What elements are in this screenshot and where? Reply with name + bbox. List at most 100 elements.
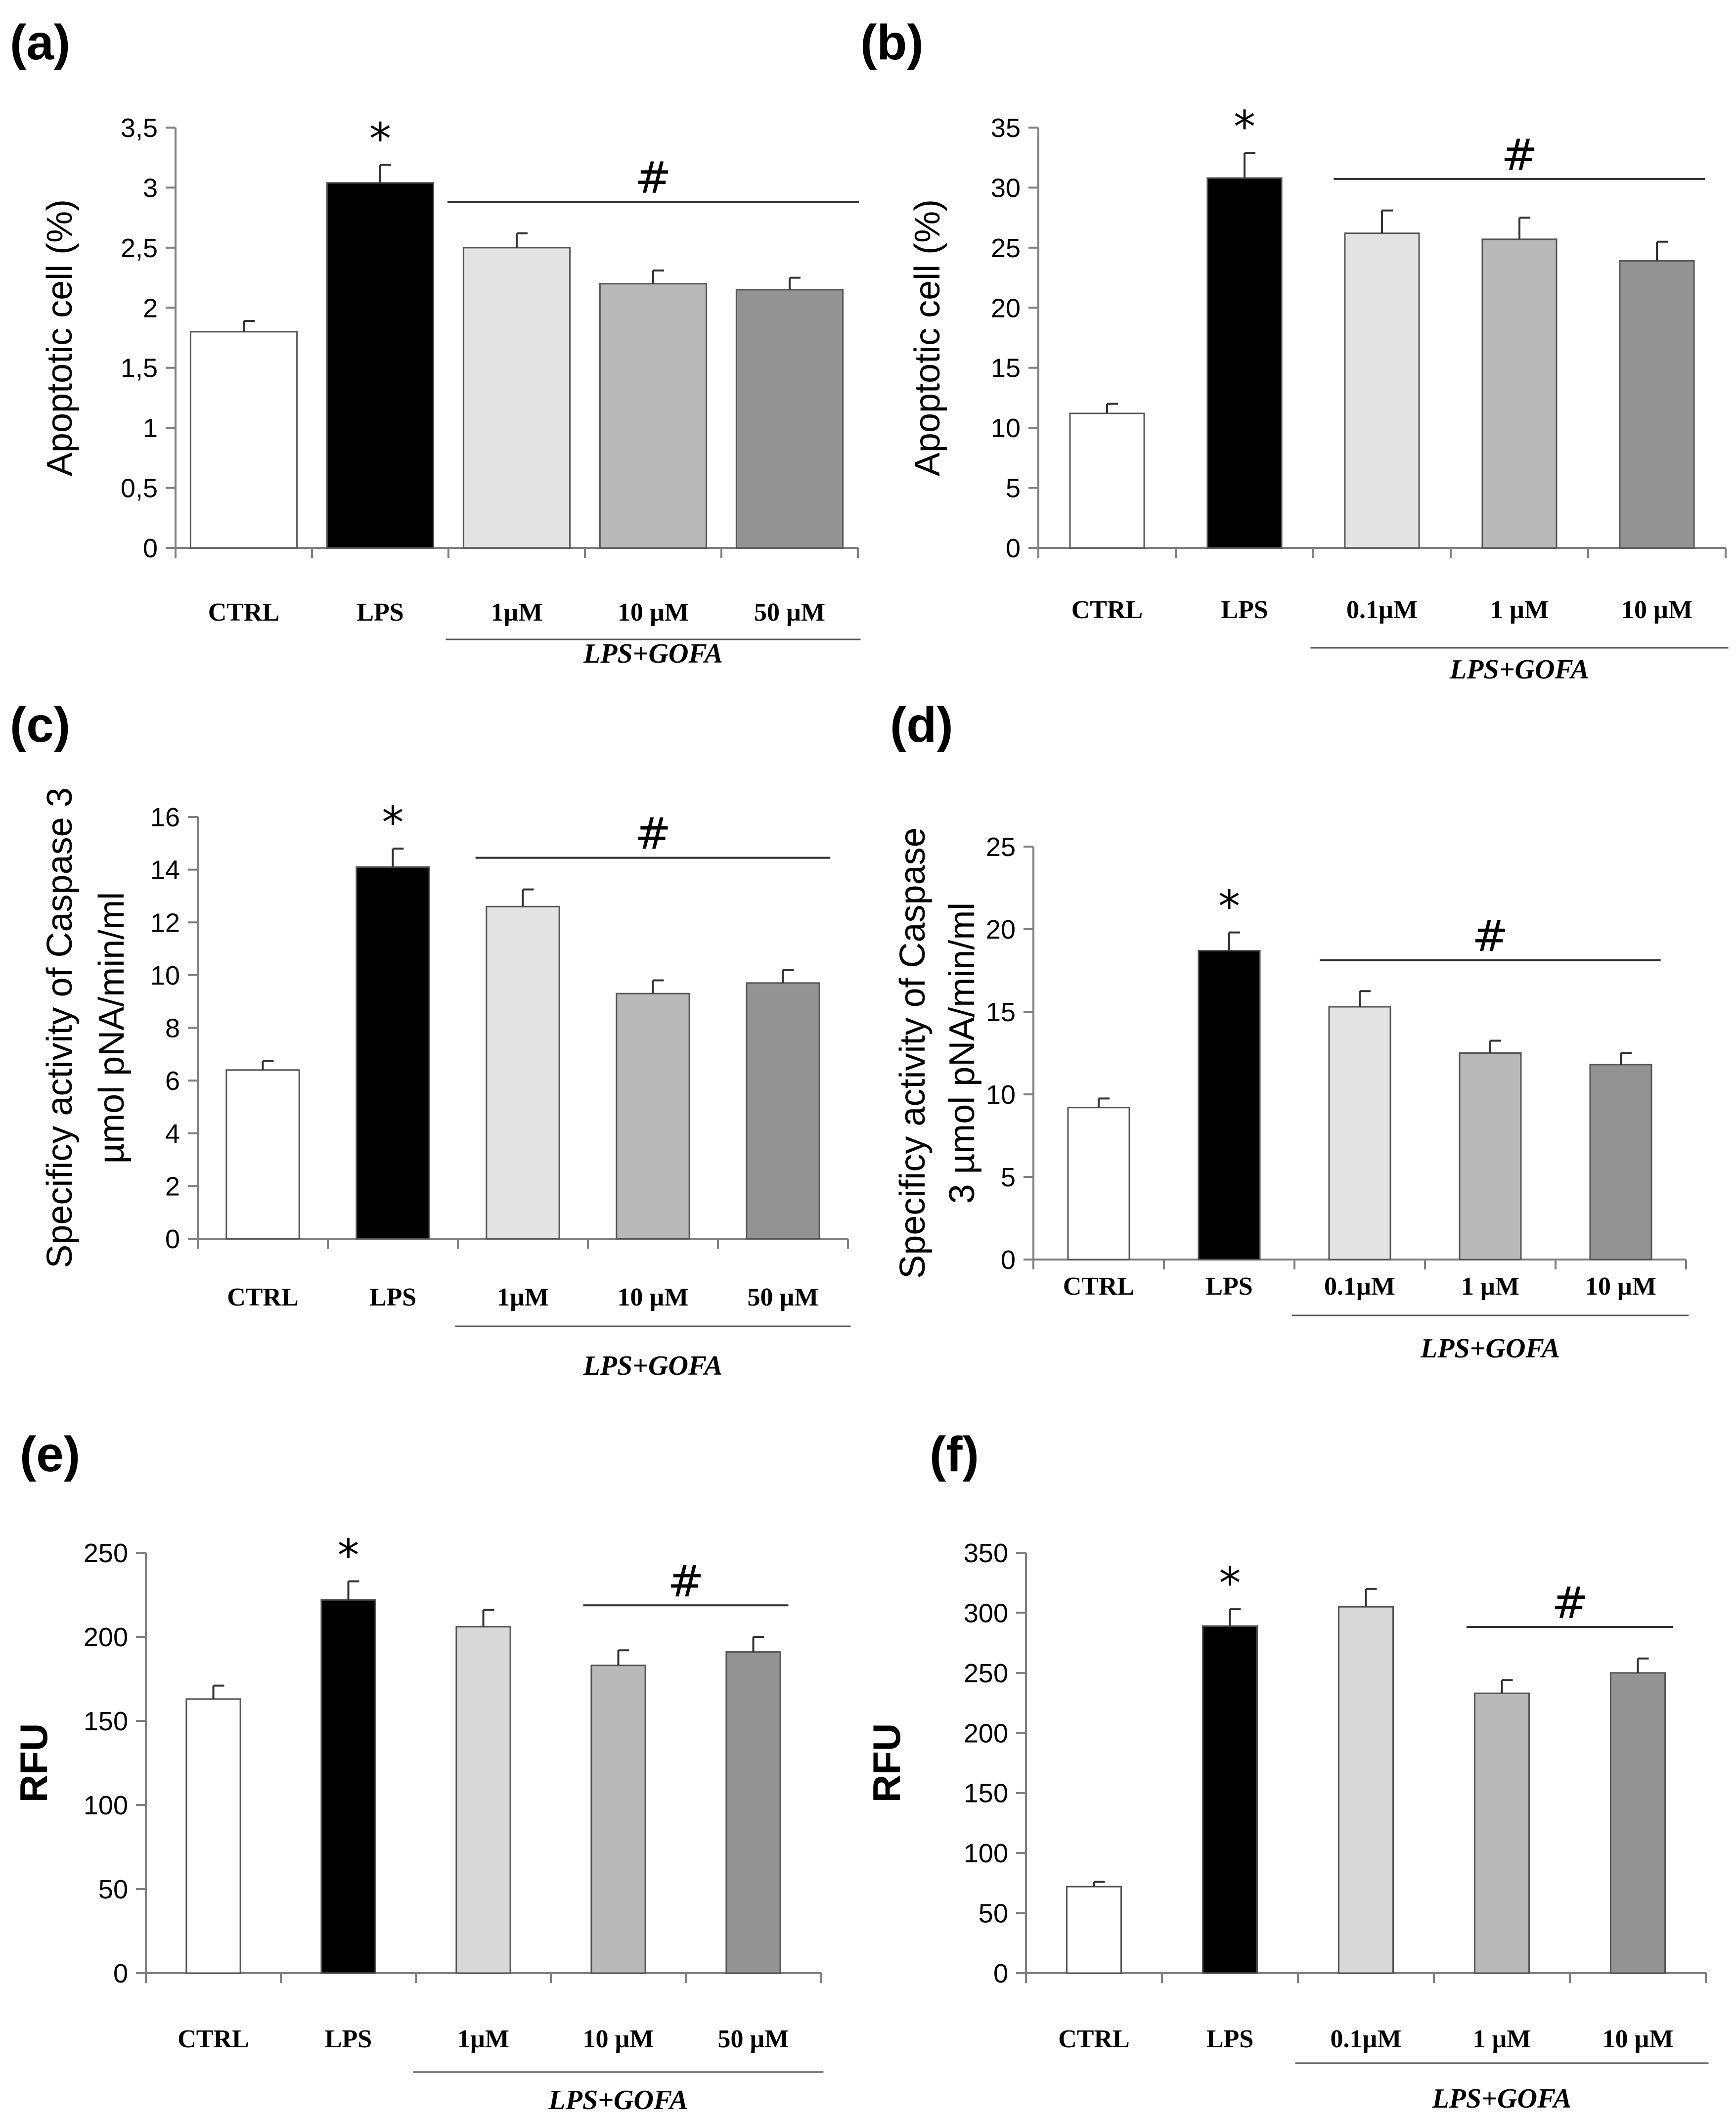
x-category-label: CTRL xyxy=(208,598,279,627)
y-tick-label: 0 xyxy=(993,1959,1008,1988)
x-category-label: 10 µM xyxy=(618,598,689,627)
x-category-label: 1 µM xyxy=(1472,2025,1531,2053)
bar xyxy=(1202,1625,1258,1974)
chart-panel-d: (d) 0 5 10 15 20 25 CTRL LPS 0.1µM 1 µM 10 µM LPS+GO… xyxy=(890,697,1689,1364)
x-category-label: CTRL xyxy=(1058,2025,1129,2053)
y-axis-label: Apoptotic cell (%) xyxy=(908,199,947,476)
chart-panel-a: (a) 0 0,5 1 1,5 2 2,5 3 3,5 CTRL LPS 1µM 10 µM 50 µM L… xyxy=(10,15,861,669)
x-category-label: 1 µM xyxy=(1490,596,1549,624)
bar xyxy=(1069,412,1145,549)
y-tick-label: 14 xyxy=(150,856,180,885)
x-category-label: 1 µM xyxy=(1461,1272,1519,1301)
panel-label: (b) xyxy=(860,15,924,70)
bar xyxy=(486,905,560,1240)
bar xyxy=(225,1069,300,1240)
significance-hash: # xyxy=(668,1556,704,1607)
y-tick-label: 12 xyxy=(150,908,180,938)
significance-hash: # xyxy=(1501,130,1538,180)
group-label: LPS+GOFA xyxy=(583,638,723,669)
y-tick-label: 1 xyxy=(143,413,158,443)
bar xyxy=(356,866,430,1240)
y-tick-label: 2 xyxy=(143,293,158,323)
y-tick-label: 30 xyxy=(991,173,1021,203)
y-axis-label: RFU xyxy=(865,1723,908,1803)
bar xyxy=(326,182,435,549)
panel-label: (f) xyxy=(930,1427,979,1482)
y-tick-label: 5 xyxy=(1006,474,1021,503)
bar xyxy=(616,992,690,1240)
significance-star: * xyxy=(338,1530,359,1581)
x-category-label: LPS xyxy=(1221,596,1268,624)
significance-hash: # xyxy=(635,152,671,203)
panel-label: (c) xyxy=(10,697,70,753)
y-tick-label: 0 xyxy=(143,534,158,563)
significance-hash: # xyxy=(635,809,671,859)
bar xyxy=(1067,1107,1130,1261)
bar xyxy=(1206,177,1283,549)
y-tick-label: 10 xyxy=(150,961,180,991)
x-category-label: 0.1µM xyxy=(1346,596,1418,624)
panel-label: (e) xyxy=(20,1427,80,1482)
chart-panel-b: (b) 0 5 10 15 20 25 30 35 CTRL LPS 0.1µM 1 µM 10 µM LP… xyxy=(860,15,1729,685)
y-tick-label: 35 xyxy=(991,113,1021,143)
y-tick-label: 2 xyxy=(165,1172,180,1201)
y-tick-label: 0 xyxy=(1001,1245,1016,1275)
bar xyxy=(189,331,298,549)
y-tick-label: 3,5 xyxy=(121,113,158,143)
y-tick-label: 8 xyxy=(165,1014,180,1043)
y-tick-label: 100 xyxy=(84,1791,128,1820)
y-tick-label: 25 xyxy=(991,233,1021,263)
y-tick-label: 250 xyxy=(964,1659,1008,1688)
bar xyxy=(746,982,820,1240)
y-tick-label: 100 xyxy=(964,1839,1008,1868)
y-axis-label: RFU xyxy=(12,1723,55,1803)
group-label: LPS+GOFA xyxy=(548,2085,688,2116)
y-tick-label: 10 xyxy=(986,1080,1016,1110)
x-category-label: 10 µM xyxy=(1585,1272,1656,1301)
y-axis-label: µmol pNA/min/ml xyxy=(92,892,132,1164)
x-category-label: LPS xyxy=(1206,2025,1253,2053)
bar xyxy=(1619,260,1695,549)
x-category-label: CTRL xyxy=(1063,1272,1134,1301)
significance-hash: # xyxy=(1552,1577,1588,1628)
x-category-label: LPS xyxy=(325,2025,372,2053)
x-category-label: 50 µM xyxy=(754,598,825,627)
y-axis-label: Specificy activity of Caspase 3 xyxy=(40,787,80,1268)
x-category-label: 1µM xyxy=(457,2025,509,2053)
y-tick-label: 15 xyxy=(991,354,1021,383)
y-tick-label: 250 xyxy=(84,1538,128,1568)
y-tick-label: 20 xyxy=(986,915,1016,945)
significance-star: * xyxy=(1219,1558,1241,1609)
bar xyxy=(1589,1064,1652,1261)
x-category-label: LPS xyxy=(356,598,403,627)
bar xyxy=(1481,238,1558,549)
panel-label: (a) xyxy=(10,15,70,70)
group-label: LPS+GOFA xyxy=(1432,2083,1572,2114)
bar xyxy=(1459,1052,1522,1261)
bar xyxy=(1198,949,1261,1261)
bar xyxy=(185,1698,241,1974)
y-tick-label: 20 xyxy=(991,293,1021,323)
x-category-label: 10 µM xyxy=(1602,2025,1673,2053)
y-tick-label: 0 xyxy=(113,1959,128,1988)
bar xyxy=(599,283,708,549)
significance-star: * xyxy=(1218,881,1240,932)
bar xyxy=(320,1599,376,1974)
y-tick-label: 5 xyxy=(1001,1163,1016,1192)
x-category-label: 50 µM xyxy=(717,2025,789,2053)
y-tick-label: 1,5 xyxy=(121,354,158,383)
y-tick-label: 2,5 xyxy=(121,233,158,263)
y-tick-label: 200 xyxy=(964,1718,1008,1748)
bar xyxy=(455,1626,511,1974)
x-category-label: CTRL xyxy=(1071,596,1143,624)
y-tick-label: 50 xyxy=(979,1899,1008,1929)
y-tick-label: 3 xyxy=(143,173,158,203)
significance-star: * xyxy=(369,113,391,164)
bar xyxy=(1328,1006,1391,1261)
group-label: LPS+GOFA xyxy=(1449,654,1589,685)
chart-panel-c: (c) 0 2 4 6 8 10 12 14 16 CTRL LPS 1µM 10 µM 50 µM LPS+… xyxy=(10,697,851,1381)
y-tick-label: 10 xyxy=(991,413,1021,443)
significance-hash: # xyxy=(1472,911,1509,962)
x-category-label: 10 µM xyxy=(582,2025,654,2053)
